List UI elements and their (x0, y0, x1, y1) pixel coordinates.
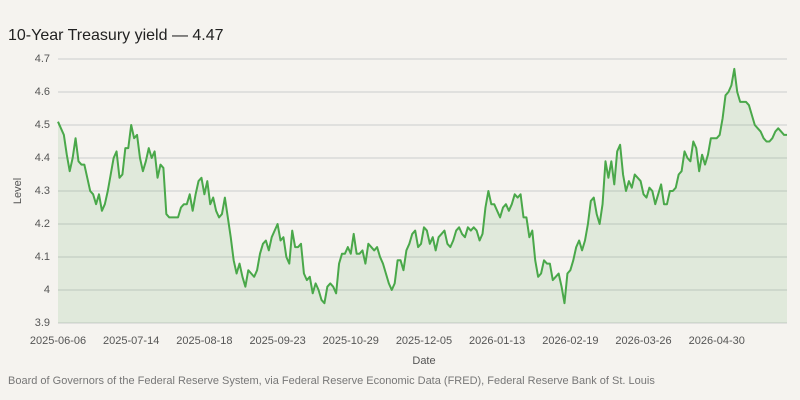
source-note: Board of Governors of the Federal Reserv… (8, 375, 655, 387)
y-axis-label: Level (12, 178, 24, 204)
y-tick-label: 4.6 (35, 86, 50, 98)
x-tick-label: 2025-10-29 (323, 335, 379, 347)
x-tick-label: 2025-07-14 (103, 335, 159, 347)
y-tick-label: 4 (44, 284, 50, 296)
y-tick-label: 4.7 (35, 53, 50, 65)
y-tick-label: 4.4 (35, 152, 50, 164)
x-tick-label: 2026-01-13 (469, 335, 525, 347)
x-tick-label: 2026-02-19 (542, 335, 598, 347)
chart-title: 10-Year Treasury yield — 4.47 (8, 27, 224, 44)
y-tick-label: 4.1 (35, 251, 50, 263)
y-tick-label: 3.9 (35, 317, 50, 329)
x-tick-label: 2025-08-18 (176, 335, 232, 347)
x-tick-label: 2025-09-23 (249, 335, 305, 347)
x-axis-label: Date (412, 355, 435, 367)
x-tick-label: 2025-12-05 (396, 335, 452, 347)
line (57, 67, 787, 305)
x-tick-label: 2026-04-30 (689, 335, 745, 347)
area-fill (58, 68, 787, 324)
y-tick-label: 4.5 (35, 119, 50, 131)
y-tick-label: 4.2 (35, 218, 50, 230)
x-tick-label: 2025-06-06 (30, 335, 86, 347)
y-tick-label: 4.3 (35, 185, 50, 197)
x-tick-label: 2026-03-26 (615, 335, 671, 347)
